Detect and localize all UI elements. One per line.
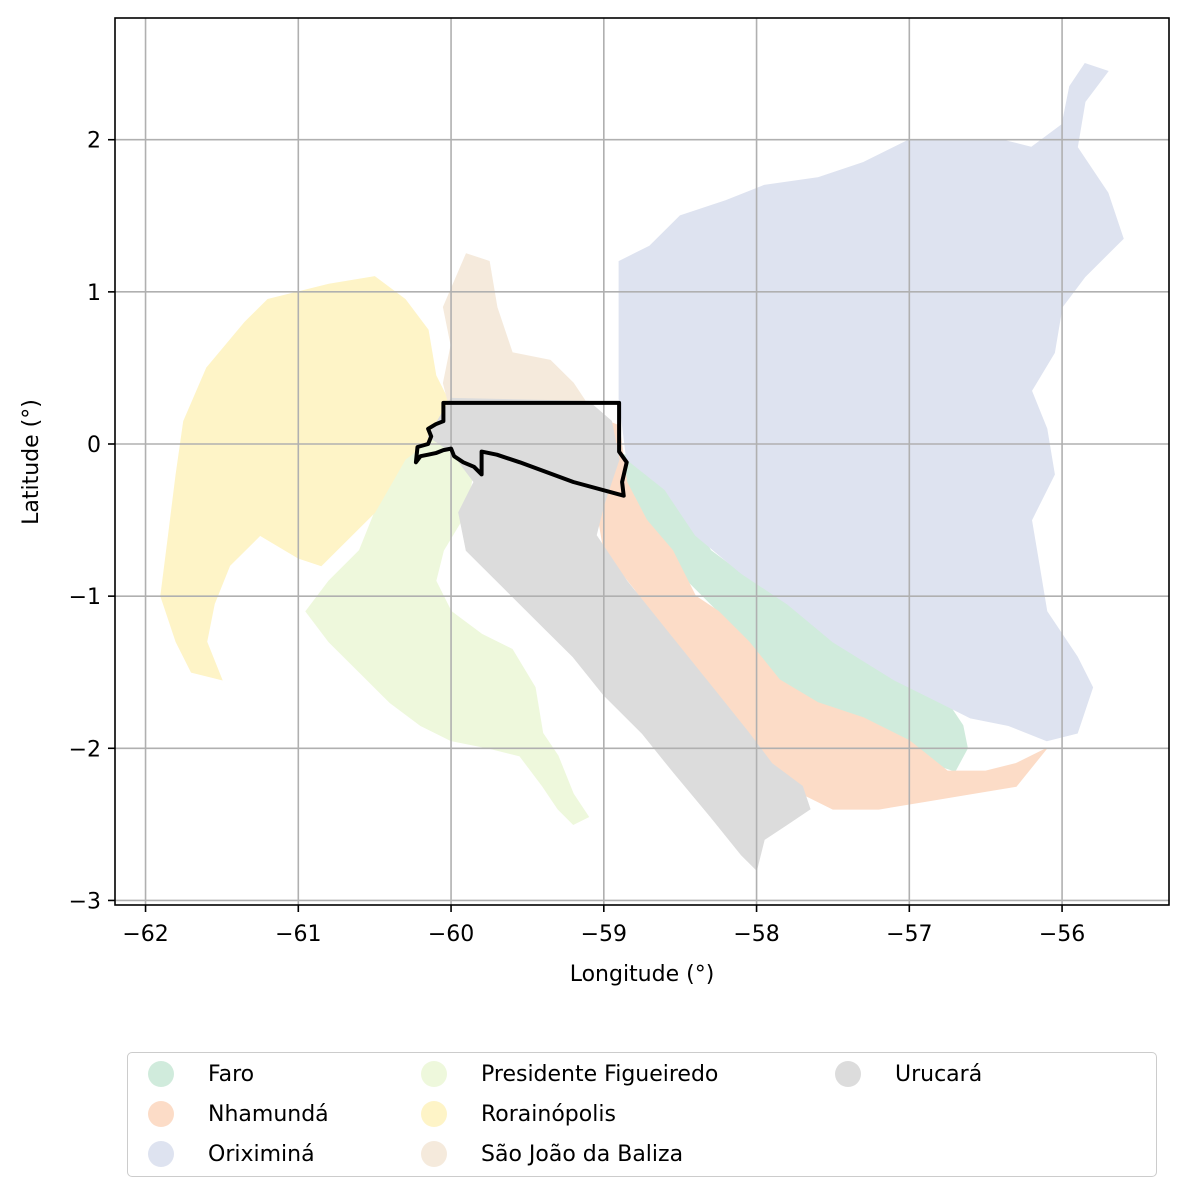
y-axis-title: Latitude (°) xyxy=(19,399,44,525)
legend-swatch xyxy=(421,1141,447,1167)
region-presidente-figueiredo xyxy=(305,435,590,826)
legend-swatch xyxy=(421,1101,447,1127)
y-tick-label: −3 xyxy=(69,889,101,914)
x-axis-title: Longitude (°) xyxy=(570,962,715,987)
region-urucara xyxy=(427,397,811,871)
legend-item-sao-joao-da-baliza: São João da Baliza xyxy=(421,1136,683,1172)
legend-swatch xyxy=(148,1141,174,1167)
x-tick-label: −57 xyxy=(886,922,932,947)
grid-lines xyxy=(115,18,1169,905)
region-rorainopolis xyxy=(160,276,452,681)
legend-item-nhamunda: Nhamundá xyxy=(148,1096,329,1132)
legend-label: São João da Baliza xyxy=(481,1141,684,1167)
highlighted-area-outline xyxy=(413,400,629,498)
legend-swatch xyxy=(148,1101,174,1127)
legend-label: Presidente Figueiredo xyxy=(481,1061,719,1087)
legend: Faro Nhamundá Oriximiná Presidente Figueire… xyxy=(127,1052,1157,1177)
legend-item-urucara: Urucará xyxy=(835,1056,982,1092)
legend-label: Faro xyxy=(208,1061,255,1087)
legend-item-oriximina: Oriximiná xyxy=(148,1136,315,1172)
y-tick-label: 2 xyxy=(87,129,101,154)
y-tick-label: 0 xyxy=(87,433,101,458)
legend-item-rorainopolis: Rorainópolis xyxy=(421,1096,616,1132)
x-tick-label: −61 xyxy=(275,922,321,947)
x-axis-ticks: −62 −61 −60 −59 −58 −57 −56 xyxy=(122,905,1085,947)
legend-swatch xyxy=(148,1061,174,1087)
legend-item-presidente-figueiredo: Presidente Figueiredo xyxy=(421,1056,718,1092)
legend-swatch xyxy=(835,1061,861,1087)
y-axis-ticks: −3 −2 −1 0 1 2 xyxy=(69,129,115,914)
x-tick-label: −59 xyxy=(581,922,627,947)
y-tick-label: −1 xyxy=(69,585,101,610)
x-tick-label: −56 xyxy=(1039,922,1085,947)
legend-label: Urucará xyxy=(895,1061,983,1087)
x-tick-label: −62 xyxy=(122,922,168,947)
axes-frame xyxy=(114,17,1170,906)
legend-item-faro: Faro xyxy=(148,1056,254,1092)
legend-swatch xyxy=(421,1061,447,1087)
legend-label: Oriximiná xyxy=(208,1141,315,1167)
legend-label: Nhamundá xyxy=(208,1101,329,1127)
x-tick-label: −60 xyxy=(428,922,474,947)
legend-label: Rorainópolis xyxy=(481,1101,616,1127)
y-tick-label: −2 xyxy=(69,737,101,762)
highlight-outline-layer xyxy=(413,400,629,498)
map-figure: −62 −61 −60 −59 −58 −57 −56 −3 −2 −1 0 1 2 Longitud… xyxy=(19,17,1170,987)
x-tick-label: −58 xyxy=(733,922,779,947)
regions-layer xyxy=(160,63,1124,871)
y-tick-label: 1 xyxy=(87,281,101,306)
